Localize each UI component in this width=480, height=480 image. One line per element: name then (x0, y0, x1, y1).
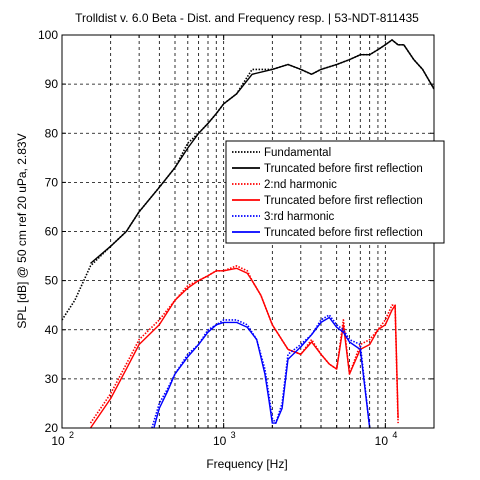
y-tick-label: 40 (45, 323, 59, 337)
y-axis-label: SPL [dB] @ 50 cm ref 20 uPa, 2.83V (15, 133, 29, 328)
y-tick-label: 90 (45, 77, 59, 91)
legend-label: Truncated before first reflection (264, 163, 423, 175)
x-tick-exponent: 2 (69, 430, 74, 440)
y-tick-label: 60 (45, 225, 59, 239)
legend-box (225, 140, 445, 244)
y-tick-label: 50 (45, 274, 59, 288)
x-axis-label: Frequency [Hz] (206, 457, 287, 471)
y-tick-label: 100 (38, 28, 58, 42)
y-tick-label: 30 (45, 372, 59, 386)
y-tick-label: 80 (45, 126, 59, 140)
series-layer (61, 39, 435, 429)
x-tick-label: 10 (51, 434, 65, 448)
legend-label: Truncated before first reflection (264, 195, 423, 207)
x-tick-label: 10 (213, 434, 227, 448)
chart-title: Trolldist v. 6.0 Beta - Dist. and Freque… (75, 11, 419, 25)
legend-label: Truncated before first reflection (264, 227, 423, 239)
y-tick-label: 20 (45, 421, 59, 435)
x-tick-exponent: 3 (231, 430, 236, 440)
legend-label: 2:nd harmonic (264, 179, 337, 191)
series-line-5 (151, 314, 371, 429)
legend-label: Fundamental (264, 147, 331, 159)
series-line-4 (89, 267, 399, 429)
series-line-6 (153, 316, 371, 429)
legend-label: 3:rd harmonic (264, 211, 335, 223)
series-line-2 (90, 39, 435, 264)
x-tick-label: 10 (375, 434, 389, 448)
y-tick-label: 70 (45, 175, 59, 189)
x-tick-exponent: 4 (392, 430, 397, 440)
chart-legend: Fundamental Truncated before first reflec… (225, 140, 445, 244)
